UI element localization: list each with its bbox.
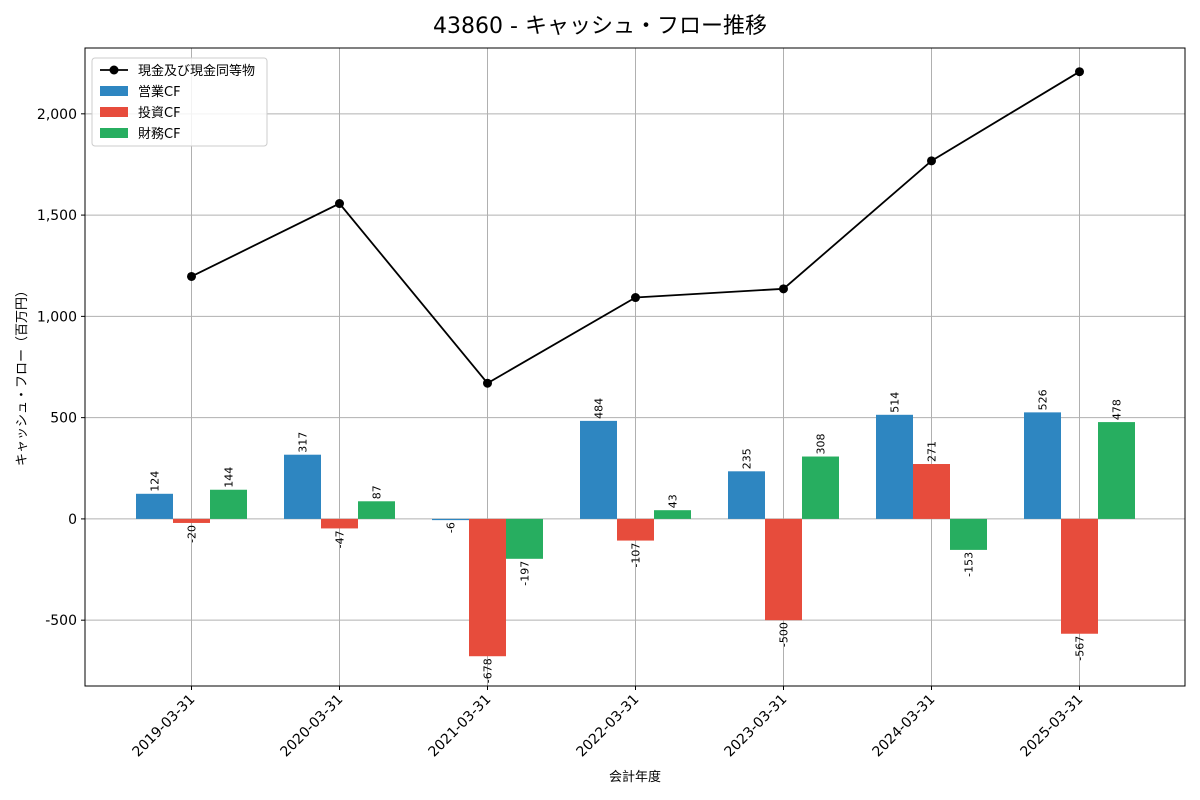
bar xyxy=(950,518,987,550)
bar-value-label: -567 xyxy=(1074,636,1087,661)
bar-value-label: 235 xyxy=(741,448,754,469)
bar xyxy=(580,420,617,519)
bar xyxy=(876,414,913,519)
bar-value-label: 308 xyxy=(815,434,828,455)
bar xyxy=(173,518,210,523)
bar xyxy=(136,493,173,519)
cash-balance-point xyxy=(335,199,344,209)
x-tick-label: 2019-03-31 xyxy=(129,692,198,761)
bar-value-label: 43 xyxy=(667,494,680,508)
bar xyxy=(284,454,321,519)
bar xyxy=(210,489,247,519)
bar xyxy=(506,518,543,559)
x-tick-label: 2020-03-31 xyxy=(277,692,346,761)
legend-marker xyxy=(109,65,119,75)
bar-value-label: -153 xyxy=(963,552,976,577)
bar-value-label: -678 xyxy=(482,658,495,683)
bar-value-label: -6 xyxy=(445,522,458,533)
chart-title: 43860 - キャッシュ・フロー推移 xyxy=(433,14,767,39)
y-tick-label: -500 xyxy=(45,613,77,629)
x-axis-label: 会計年度 xyxy=(609,769,661,785)
bar-value-label: -107 xyxy=(630,543,643,568)
x-tick-label: 2022-03-31 xyxy=(573,692,642,761)
cash-balance-point xyxy=(187,271,196,281)
bar xyxy=(913,464,950,519)
bar-value-label: -197 xyxy=(519,561,532,586)
bar-value-label: 144 xyxy=(223,467,236,488)
y-tick-label: 0 xyxy=(68,512,77,528)
y-tick-label: 2,000 xyxy=(37,107,77,123)
bar xyxy=(617,518,654,541)
x-tick-label: 2024-03-31 xyxy=(869,692,938,761)
bar xyxy=(802,456,839,519)
bar xyxy=(321,518,358,529)
bar xyxy=(432,518,469,521)
bar-value-label: 87 xyxy=(371,485,384,499)
bar xyxy=(1024,412,1061,519)
legend-label: 投資CF xyxy=(138,105,181,121)
bar-value-label: -20 xyxy=(186,525,199,543)
bar xyxy=(358,501,395,519)
bar xyxy=(1061,518,1098,634)
legend-bar-swatch xyxy=(100,107,128,117)
legend-bar-swatch xyxy=(100,86,128,96)
legend-label: 営業CF xyxy=(138,84,181,100)
x-tick-label: 2021-03-31 xyxy=(425,692,494,761)
bar xyxy=(654,510,691,519)
bar xyxy=(1098,422,1135,519)
y-tick-label: 1,500 xyxy=(37,208,77,224)
bar-value-label: 124 xyxy=(149,471,162,492)
legend-label: 財務CF xyxy=(138,127,181,142)
bar-value-label: 478 xyxy=(1111,399,1124,420)
y-tick-label: 1,000 xyxy=(37,309,77,325)
cash-balance-point xyxy=(927,156,936,166)
bar xyxy=(728,471,765,519)
bar xyxy=(469,518,506,657)
y-axis-label: キャッシュ・フロー（百万円） xyxy=(15,284,30,466)
cash-balance-point xyxy=(779,284,788,294)
x-tick-label: 2023-03-31 xyxy=(721,692,790,761)
bar-value-label: 514 xyxy=(889,392,902,413)
bar-value-label: 271 xyxy=(926,441,939,462)
bar xyxy=(765,518,802,621)
cash-balance-point xyxy=(1075,67,1084,77)
y-tick-label: 500 xyxy=(50,411,77,427)
legend-label: 現金及び現金同等物 xyxy=(138,63,255,79)
legend-bar-swatch xyxy=(100,128,128,138)
cash-balance-point xyxy=(483,378,492,388)
x-tick-label: 2025-03-31 xyxy=(1017,692,1086,761)
bar-value-label: 526 xyxy=(1037,389,1050,410)
bar-value-label: 317 xyxy=(297,432,310,453)
cash-balance-point xyxy=(631,293,640,303)
legend-box xyxy=(91,57,268,147)
bar-value-label: -47 xyxy=(334,530,347,548)
bar-value-label: -500 xyxy=(778,622,791,647)
bar-value-label: 484 xyxy=(593,398,606,419)
